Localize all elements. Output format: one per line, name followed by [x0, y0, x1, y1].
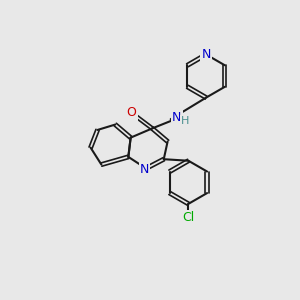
- Text: O: O: [127, 106, 136, 119]
- Text: H: H: [181, 116, 190, 127]
- Text: Cl: Cl: [182, 211, 194, 224]
- Text: N: N: [201, 48, 211, 61]
- Text: N: N: [172, 111, 182, 124]
- Text: N: N: [140, 164, 149, 176]
